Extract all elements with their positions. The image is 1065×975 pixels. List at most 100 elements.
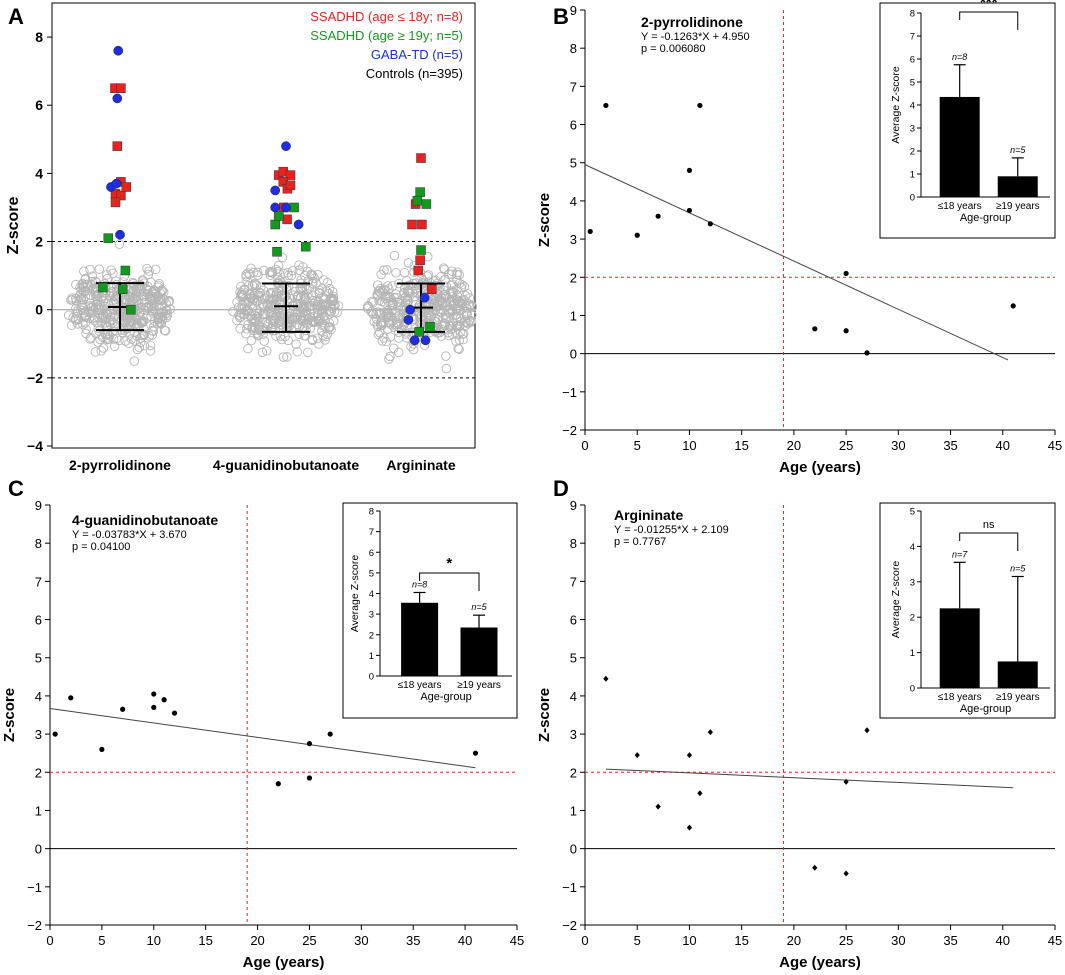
y-tick-label: 0: [570, 842, 577, 857]
data-point: [843, 328, 849, 334]
data-point: [306, 775, 313, 781]
control-point: [387, 305, 397, 316]
control-point: [254, 307, 265, 317]
control-point: [155, 318, 165, 328]
y-tick-label: 4: [35, 689, 42, 704]
patient-point: [285, 180, 296, 191]
control-point: [447, 266, 457, 276]
control-point: [282, 352, 292, 362]
control-point: [146, 311, 156, 322]
control-point: [91, 291, 101, 302]
control-point: [252, 328, 263, 338]
control-point: [248, 290, 259, 301]
y-tick-label: 6: [570, 613, 577, 628]
inset-y-tick-label: 7: [910, 32, 915, 43]
control-point: [283, 270, 294, 281]
inset-y-tick-label: 1: [910, 170, 915, 181]
patient-point: [116, 83, 126, 93]
control-point: [131, 331, 142, 341]
data-point: [843, 870, 849, 877]
control-point: [92, 299, 103, 309]
control-point: [444, 330, 454, 341]
regression-line: [605, 768, 1014, 789]
inset-bar-chart: 0 1 2 3 4 5 Average Z-score n=7 ≤18 years n=5 ≥19 …: [879, 502, 1056, 719]
control-point: [268, 326, 278, 336]
x-tick-label: 0: [581, 933, 588, 948]
control-point: [249, 278, 260, 289]
y-axis-label: Z-score: [536, 193, 553, 247]
control-point: [268, 319, 278, 330]
category-label: Argininate: [386, 457, 455, 473]
control-point: [443, 324, 453, 335]
y-tick-label: −1: [562, 880, 577, 895]
data-point: [275, 781, 281, 787]
control-point: [129, 356, 140, 366]
control-point: [298, 316, 308, 327]
y-tick-label: 8: [35, 29, 43, 45]
data-point: [697, 102, 703, 109]
control-point: [382, 265, 392, 275]
control-point: [317, 326, 327, 336]
patient-point: [413, 265, 424, 276]
x-tick-label: 15: [734, 933, 748, 948]
control-point: [234, 312, 245, 323]
regression-equation: Y = -0.01255*X + 2.109: [614, 524, 729, 536]
control-point: [252, 312, 262, 322]
control-point: [73, 314, 84, 324]
x-tick-label: 25: [302, 933, 316, 948]
control-point: [264, 294, 275, 304]
control-point: [273, 260, 284, 271]
control-point: [242, 324, 252, 334]
control-point: [71, 293, 81, 304]
data-point: [1010, 303, 1016, 309]
y-tick-label: 7: [570, 79, 577, 94]
inset-y-tick-label: 3: [910, 124, 915, 135]
control-point: [303, 276, 313, 286]
legend-entry: GABA-TD (n=5): [371, 47, 463, 62]
data-point: [655, 803, 661, 810]
patient-point: [113, 45, 124, 56]
inset-n-label: n=5: [471, 602, 487, 612]
inset-significance-bracket: [419, 572, 480, 591]
inset-bar: [939, 96, 980, 197]
control-point: [116, 314, 127, 324]
data-point: [161, 697, 167, 703]
x-tick-label: 35: [943, 933, 957, 948]
legend-entry: Controls (n=395): [366, 66, 463, 81]
control-point: [76, 295, 86, 305]
patient-point: [403, 315, 414, 325]
control-point: [159, 294, 169, 305]
control-point: [93, 337, 103, 347]
y-tick-label: −2: [562, 423, 577, 438]
data-point: [472, 750, 479, 756]
inset-bar: [997, 176, 1038, 197]
inset-significance-label: *: [446, 555, 452, 572]
inset-significance-bracket: [959, 532, 1019, 551]
control-point: [139, 340, 150, 351]
inset-y-axis-label: Average Z-score: [349, 555, 361, 633]
control-point: [324, 283, 335, 294]
inset-y-tick-label: 0: [910, 193, 915, 204]
control-point: [300, 270, 310, 281]
control-point: [279, 268, 289, 279]
control-point: [277, 252, 288, 263]
patient-point: [301, 241, 311, 252]
control-point: [89, 315, 100, 326]
data-point: [686, 752, 693, 759]
y-tick-label: 0: [35, 842, 42, 857]
control-point: [452, 269, 462, 280]
x-tick-label: 0: [46, 933, 53, 948]
y-tick-label: 0: [35, 302, 43, 318]
control-point: [105, 330, 115, 341]
control-point: [271, 295, 282, 305]
y-tick-label: 4: [570, 689, 577, 704]
control-point: [145, 340, 156, 351]
patient-point: [274, 211, 284, 221]
control-point: [393, 298, 403, 308]
patient-point: [110, 197, 121, 208]
control-point: [457, 295, 467, 306]
patient-point: [126, 304, 136, 315]
x-tick-label: 30: [354, 933, 368, 948]
y-axis-label: Z-score: [1, 688, 18, 742]
y-tick-label: 7: [35, 574, 42, 589]
